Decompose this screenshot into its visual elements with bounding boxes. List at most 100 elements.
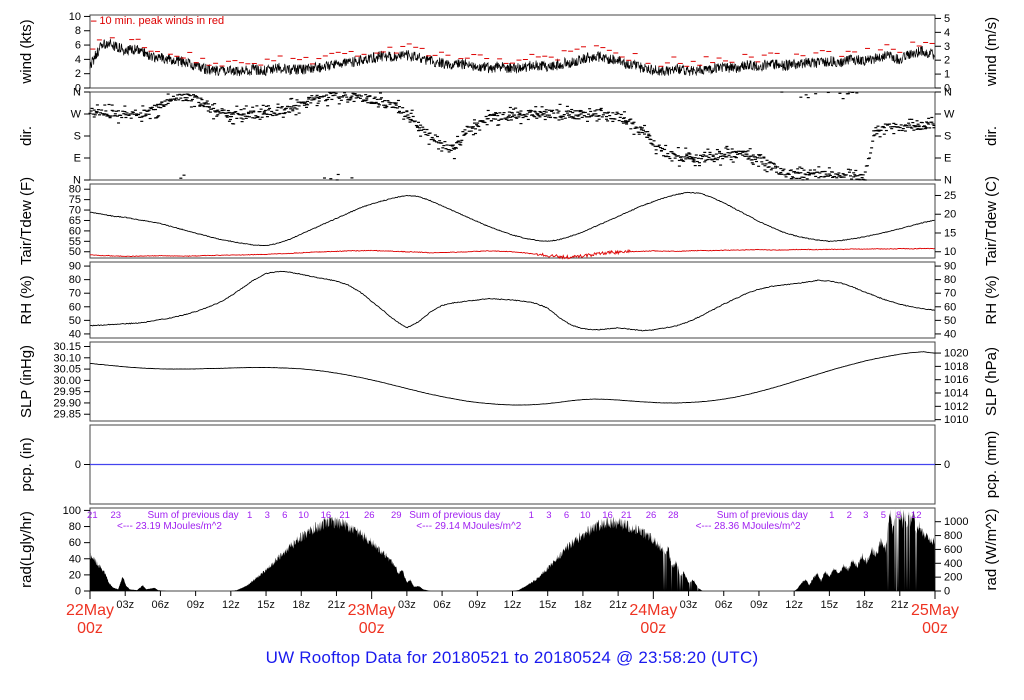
svg-text:21: 21 bbox=[87, 510, 98, 521]
meteogram-canvas: 0 2 4 6 8 10 0 1 2 3 4 5 wind (kts) wind (m/s) 10 min.… bbox=[18, 11, 1000, 637]
svg-text:S: S bbox=[74, 131, 81, 143]
svg-text:rad(Lgly/hr): rad(Lgly/hr) bbox=[18, 511, 35, 588]
svg-text:26: 26 bbox=[646, 510, 657, 521]
svg-text:dir.: dir. bbox=[983, 126, 1000, 146]
svg-text:09z: 09z bbox=[187, 599, 205, 611]
svg-text:1: 1 bbox=[529, 510, 534, 521]
svg-text:1010: 1010 bbox=[944, 414, 968, 426]
svg-text:800: 800 bbox=[944, 530, 962, 542]
svg-text:Tair/Tdew (C): Tair/Tdew (C) bbox=[983, 176, 1000, 266]
svg-text:30.10: 30.10 bbox=[53, 352, 81, 364]
svg-text:65: 65 bbox=[69, 215, 81, 227]
svg-text:10: 10 bbox=[580, 510, 591, 521]
svg-text:4: 4 bbox=[75, 54, 81, 66]
svg-text:2: 2 bbox=[75, 68, 81, 80]
svg-text:rad (W/m^2): rad (W/m^2) bbox=[983, 508, 1000, 590]
svg-text:E: E bbox=[74, 153, 81, 165]
svg-text:25: 25 bbox=[944, 190, 956, 202]
svg-text:Tair/Tdew (F): Tair/Tdew (F) bbox=[18, 177, 35, 265]
svg-text:00z: 00z bbox=[359, 620, 385, 637]
panel-wind: 0 2 4 6 8 10 0 1 2 3 4 5 wind (kts) wind (m/s) 10 min.… bbox=[18, 11, 1000, 95]
svg-text:15z: 15z bbox=[539, 599, 557, 611]
svg-text:1012: 1012 bbox=[944, 401, 968, 413]
svg-text:06z: 06z bbox=[433, 599, 451, 611]
svg-text:15z: 15z bbox=[821, 599, 839, 611]
svg-text:0: 0 bbox=[75, 83, 81, 95]
svg-text:10: 10 bbox=[298, 510, 309, 521]
svg-text:03z: 03z bbox=[680, 599, 698, 611]
svg-text:00z: 00z bbox=[77, 620, 103, 637]
svg-text:15: 15 bbox=[944, 227, 956, 239]
svg-text:80: 80 bbox=[944, 274, 956, 286]
svg-text:60: 60 bbox=[944, 301, 956, 313]
svg-text:28: 28 bbox=[668, 510, 679, 521]
panel-pcp: 0 0 pcp. (in) pcp. (mm) bbox=[18, 424, 1000, 505]
svg-text:26: 26 bbox=[364, 510, 375, 521]
svg-text:10 min. peak winds in red: 10 min. peak winds in red bbox=[99, 15, 224, 27]
svg-text:N: N bbox=[944, 175, 952, 187]
svg-text:0: 0 bbox=[944, 83, 950, 95]
svg-text:RH (%): RH (%) bbox=[983, 275, 1000, 324]
svg-text:18z: 18z bbox=[574, 599, 592, 611]
svg-text:<--- 23.19 MJoules/m^2: <--- 23.19 MJoules/m^2 bbox=[117, 521, 222, 532]
svg-text:Sum of previous day: Sum of previous day bbox=[409, 510, 500, 521]
svg-text:06z: 06z bbox=[715, 599, 733, 611]
svg-text:1000: 1000 bbox=[944, 516, 968, 528]
svg-text:0: 0 bbox=[944, 459, 950, 471]
svg-text:pcp. (in): pcp. (in) bbox=[18, 437, 35, 491]
svg-text:70: 70 bbox=[944, 288, 956, 300]
svg-text:09z: 09z bbox=[468, 599, 486, 611]
svg-text:21z: 21z bbox=[609, 599, 627, 611]
svg-text:<--- 28.36 MJoules/m^2: <--- 28.36 MJoules/m^2 bbox=[696, 521, 801, 532]
svg-text:S: S bbox=[944, 131, 951, 143]
svg-text:30.05: 30.05 bbox=[53, 364, 81, 376]
svg-text:30.15: 30.15 bbox=[53, 341, 81, 353]
svg-text:10: 10 bbox=[69, 11, 81, 23]
svg-text:70: 70 bbox=[69, 205, 81, 217]
svg-text:10: 10 bbox=[944, 246, 956, 258]
svg-text:SLP (hPa): SLP (hPa) bbox=[983, 347, 1000, 416]
svg-text:50: 50 bbox=[69, 315, 81, 327]
svg-text:8: 8 bbox=[896, 510, 901, 521]
svg-text:2: 2 bbox=[944, 55, 950, 67]
svg-text:90: 90 bbox=[69, 261, 81, 273]
svg-text:75: 75 bbox=[69, 194, 81, 206]
svg-text:00z: 00z bbox=[922, 620, 948, 637]
svg-text:12z: 12z bbox=[504, 599, 522, 611]
svg-text:12z: 12z bbox=[785, 599, 803, 611]
svg-text:N: N bbox=[73, 87, 81, 99]
svg-text:12z: 12z bbox=[222, 599, 240, 611]
svg-text:2: 2 bbox=[847, 510, 852, 521]
svg-text:03z: 03z bbox=[116, 599, 134, 611]
svg-text:29: 29 bbox=[391, 510, 402, 521]
svg-text:20: 20 bbox=[944, 209, 956, 221]
svg-text:W: W bbox=[71, 109, 82, 121]
svg-text:400: 400 bbox=[944, 558, 962, 570]
svg-text:80: 80 bbox=[69, 184, 81, 196]
svg-text:12: 12 bbox=[911, 510, 922, 521]
svg-text:25May: 25May bbox=[911, 602, 959, 619]
svg-text:3: 3 bbox=[546, 510, 551, 521]
svg-text:09z: 09z bbox=[750, 599, 768, 611]
svg-text:23May: 23May bbox=[348, 602, 396, 619]
svg-text:40: 40 bbox=[69, 553, 81, 565]
svg-text:6: 6 bbox=[75, 40, 81, 52]
svg-text:20: 20 bbox=[69, 569, 81, 581]
svg-text:6: 6 bbox=[282, 510, 287, 521]
svg-text:40: 40 bbox=[69, 328, 81, 340]
svg-text:4: 4 bbox=[944, 27, 950, 39]
svg-text:Sum of previous day: Sum of previous day bbox=[148, 510, 239, 521]
svg-text:16: 16 bbox=[321, 510, 332, 521]
radiation-area bbox=[90, 508, 935, 591]
svg-text:90: 90 bbox=[944, 261, 956, 273]
svg-text:dir.: dir. bbox=[18, 126, 35, 146]
svg-text:1016: 1016 bbox=[944, 374, 968, 386]
svg-text:3: 3 bbox=[863, 510, 868, 521]
svg-text:1014: 1014 bbox=[944, 388, 968, 400]
svg-text:40: 40 bbox=[944, 328, 956, 340]
